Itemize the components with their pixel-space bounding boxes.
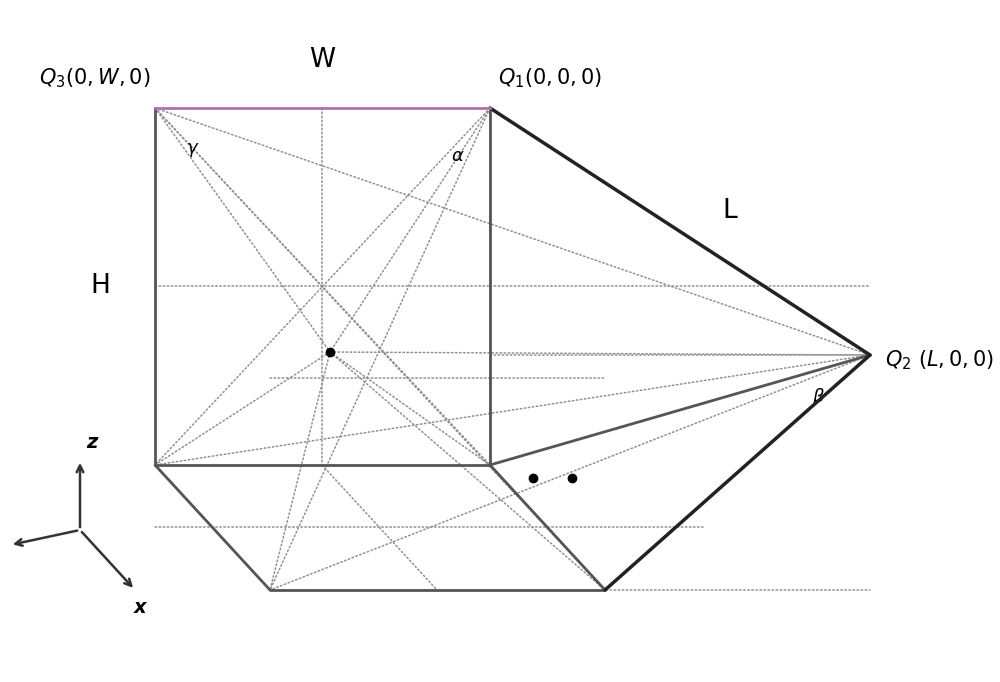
Text: L: L	[723, 198, 737, 224]
Text: $Q_2\ (L,0,0)$: $Q_2\ (L,0,0)$	[885, 349, 994, 372]
Text: $Q_1(0,0,0)$: $Q_1(0,0,0)$	[498, 66, 602, 90]
Text: W: W	[309, 47, 335, 73]
Text: x: x	[134, 598, 146, 617]
Text: $Q_3(0,W,0)$: $Q_3(0,W,0)$	[39, 66, 150, 90]
Text: $\beta$: $\beta$	[812, 386, 824, 408]
Text: z: z	[86, 433, 97, 452]
Text: $\gamma$: $\gamma$	[186, 141, 200, 159]
Text: $\alpha$: $\alpha$	[451, 147, 465, 165]
Text: H: H	[90, 273, 110, 299]
